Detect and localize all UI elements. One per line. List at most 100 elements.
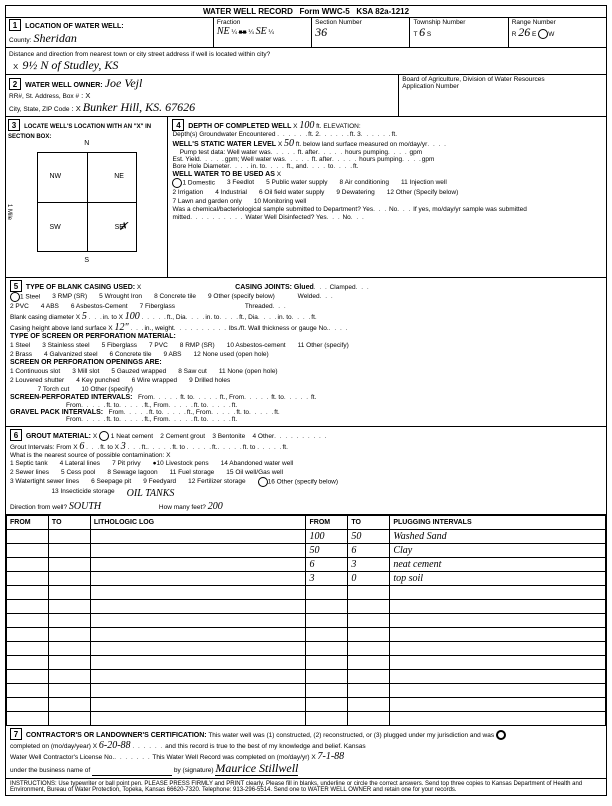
location-label: LOCATION OF WATER WELL:	[25, 23, 124, 30]
opt-fiber: 7 Fiberglass	[140, 302, 175, 311]
oopt5: 5 Gauzed wrapped	[111, 367, 166, 376]
bore-label: Bore Hole Diameter	[172, 163, 229, 170]
oopt8: 8 Saw cut	[178, 367, 207, 376]
copt10: 10 Livestock pens	[157, 460, 209, 467]
log-cell	[306, 628, 348, 642]
hours-label: hours pumping	[345, 149, 388, 156]
open-label: SCREEN OR PERFORATION OPENINGS ARE:	[10, 359, 162, 366]
log-row: 506Clay	[7, 544, 606, 558]
section-6-badge: 6	[10, 429, 22, 441]
blank-dia-label: Blank casing diameter	[10, 314, 74, 321]
gopt1: 1 Neat cement	[111, 433, 153, 440]
casing-label: TYPE OF BLANK CASING USED:	[26, 284, 135, 291]
section4-cell: 4 DEPTH OF COMPLETED WELL X 100 ft. ELEV…	[168, 117, 606, 277]
log-cell	[306, 656, 348, 670]
oopt9: 9 Drilled holes	[189, 376, 230, 385]
plugged-circled	[496, 730, 506, 740]
county-value: Sheridan	[34, 31, 77, 45]
copt1: 1 Septic tank	[10, 459, 48, 468]
log-cell	[306, 712, 348, 726]
log-cell	[7, 712, 49, 726]
opt-wrought: 5 Wrought Iron	[99, 292, 142, 302]
gravel-int: GRAVEL PACK INTERVALS:	[10, 409, 103, 416]
log-cell: 50	[348, 530, 390, 544]
screen-label: TYPE OF SCREEN OR PERFORATION MATERIAL:	[10, 333, 176, 340]
sopt-brass: 2 Brass	[10, 350, 32, 359]
log-cell: 3	[306, 572, 348, 586]
sopt-other: 11 Other (specify)	[298, 341, 349, 350]
copt8: 8 Sewage lagoon	[107, 468, 157, 477]
log-cell	[7, 698, 49, 712]
oopt6: 6 Wire wrapped	[132, 376, 178, 385]
th-to2: TO	[348, 516, 390, 530]
dir-label: Direction from well?	[10, 504, 67, 511]
oopt1: 1 Continuous slot	[10, 367, 60, 376]
cert-label: CONTRACTOR'S OR LANDOWNER'S CERTIFICATIO…	[26, 732, 207, 739]
log-cell	[48, 600, 90, 614]
copt7: 7 Pit privy	[112, 459, 141, 468]
copt14: 14 Abandoned water well	[221, 459, 294, 468]
use-options2: 2 Irrigation 4 Industrial 6 Oil field wa…	[172, 188, 602, 197]
sopt-none: 12 None used (open hole)	[194, 350, 269, 359]
ifyes: If yes, mo/day/yr sample was submitted	[413, 206, 527, 213]
owner-label: WATER WELL OWNER:	[25, 82, 103, 89]
log-cell	[7, 614, 49, 628]
copt6: 6 Seepage pit	[91, 477, 131, 487]
depth-value: 100	[299, 120, 314, 131]
well-was2: Well water was	[241, 156, 285, 163]
copt9: 9 Feedyard	[143, 477, 176, 487]
log-cell	[390, 614, 606, 628]
static-value: 50	[284, 138, 294, 149]
casing-opts2: 2 PVC 4 ABS 6 Asbestos-Cement 7 Fibergla…	[10, 302, 602, 311]
log-cell	[390, 656, 606, 670]
log-row	[7, 628, 606, 642]
th-from2: FROM	[306, 516, 348, 530]
copt15: 15 Oil well/Gas well	[226, 468, 283, 477]
opt-monitor: 10 Monitoring well	[254, 197, 306, 206]
est-yield: Est. Yield	[172, 156, 199, 163]
board-label: Board of Agriculture, Division of Water …	[402, 76, 544, 83]
log-row: 63neat cement	[7, 558, 606, 572]
log-cell	[390, 642, 606, 656]
chem-label: Was a chemical/bacteriological sample su…	[172, 206, 373, 213]
opt-asbestos: 6 Asbestos-Cement	[71, 302, 128, 311]
gfrom: 6	[79, 441, 84, 452]
open-opts3: 7 Torch cut 10 Other (specify)	[10, 385, 602, 394]
section3-cell: 3 LOCATE WELL'S LOCATION WITH AN "X" IN …	[6, 117, 168, 277]
instructions-footer: INSTRUCTIONS: Use typewriter or ball poi…	[6, 778, 606, 795]
log-cell	[90, 558, 306, 572]
log-cell	[348, 670, 390, 684]
ftfrom1: ft., From	[220, 394, 244, 401]
section-5-badge: 5	[10, 280, 22, 292]
opt-steel: 1 Steel	[20, 294, 40, 301]
log-cell: 50	[306, 544, 348, 558]
copt16: 16 Other (specify below)	[268, 479, 338, 486]
sec3-label: LOCATE WELL'S LOCATION WITH AN "X" IN SE…	[8, 124, 151, 140]
steel-check	[10, 292, 20, 302]
section-1-badge: 1	[9, 19, 21, 31]
signature: Maurice Stillwell	[215, 761, 298, 776]
location-grid: NW NE SW SE ✗	[37, 152, 137, 252]
hours2: hours pumping	[359, 156, 402, 163]
log-cell	[390, 698, 606, 712]
log-cell	[7, 572, 49, 586]
log-cell: 3	[348, 558, 390, 572]
log-cell	[90, 670, 306, 684]
joints-label: CASING JOINTS: Glued	[235, 284, 314, 291]
range-w-circled	[538, 29, 548, 39]
township-cell: Township Number T 6 S	[410, 18, 508, 47]
use-options3: 7 Lawn and garden only 10 Monitoring wel…	[172, 197, 602, 206]
log-cell	[348, 698, 390, 712]
log-row	[7, 670, 606, 684]
log-cell	[306, 600, 348, 614]
sopt-rmp: 8 RMP (SR)	[180, 341, 215, 350]
domestic-check	[172, 178, 182, 188]
log-cell	[348, 712, 390, 726]
twp-t: T	[413, 31, 417, 38]
lithologic-log-table: FROM TO LITHOLOGIC LOG FROM TO PLUGGING …	[6, 515, 606, 726]
log-row	[7, 684, 606, 698]
copt12: 12 Fertilizer storage	[188, 477, 245, 487]
log-cell	[7, 530, 49, 544]
opt-other-casing: 9 Other (specify below)	[208, 292, 275, 302]
log-cell	[90, 544, 306, 558]
